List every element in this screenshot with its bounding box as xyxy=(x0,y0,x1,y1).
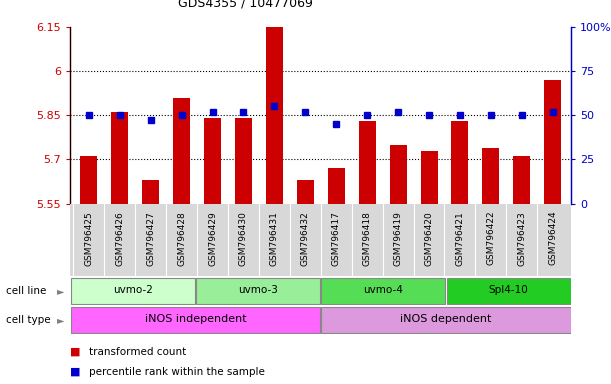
Text: uvmo-3: uvmo-3 xyxy=(238,285,278,295)
Text: cell line: cell line xyxy=(6,286,46,296)
Text: GSM796418: GSM796418 xyxy=(363,211,371,266)
Bar xyxy=(420,151,437,204)
Bar xyxy=(204,118,221,204)
Bar xyxy=(321,278,445,304)
Text: GDS4355 / 10477069: GDS4355 / 10477069 xyxy=(178,0,313,10)
Text: cell type: cell type xyxy=(6,314,51,325)
Bar xyxy=(544,80,562,204)
Bar xyxy=(173,98,190,204)
Bar xyxy=(71,307,320,333)
Text: transformed count: transformed count xyxy=(89,346,186,357)
Bar xyxy=(359,121,376,204)
Text: GSM796428: GSM796428 xyxy=(177,211,186,266)
Text: ■: ■ xyxy=(70,366,81,377)
Bar xyxy=(452,121,469,204)
Bar xyxy=(235,118,252,204)
Bar xyxy=(111,112,128,204)
Text: ■: ■ xyxy=(70,346,81,357)
Text: GSM796429: GSM796429 xyxy=(208,211,217,266)
Bar xyxy=(297,180,314,204)
Bar xyxy=(513,156,530,204)
Text: GSM796430: GSM796430 xyxy=(239,211,248,266)
Text: uvmo-2: uvmo-2 xyxy=(113,285,153,295)
Bar xyxy=(321,307,571,333)
Text: iNOS independent: iNOS independent xyxy=(145,314,246,324)
Bar xyxy=(196,278,320,304)
Bar xyxy=(327,168,345,204)
Text: percentile rank within the sample: percentile rank within the sample xyxy=(89,366,265,377)
Text: GSM796417: GSM796417 xyxy=(332,211,341,266)
Text: uvmo-4: uvmo-4 xyxy=(364,285,403,295)
Bar xyxy=(390,145,406,204)
Text: GSM796424: GSM796424 xyxy=(548,211,557,265)
Bar xyxy=(71,278,195,304)
Text: GSM796425: GSM796425 xyxy=(84,211,93,266)
Text: ►: ► xyxy=(57,314,64,325)
Bar xyxy=(447,278,571,304)
Text: GSM796427: GSM796427 xyxy=(146,211,155,266)
Text: GSM796422: GSM796422 xyxy=(486,211,496,265)
Text: Spl4-10: Spl4-10 xyxy=(489,285,529,295)
Text: iNOS dependent: iNOS dependent xyxy=(400,314,492,324)
Text: GSM796426: GSM796426 xyxy=(115,211,124,266)
Text: GSM796431: GSM796431 xyxy=(270,211,279,266)
Text: ►: ► xyxy=(57,286,64,296)
Text: GSM796421: GSM796421 xyxy=(455,211,464,266)
Text: GSM796423: GSM796423 xyxy=(518,211,526,266)
Text: GSM796419: GSM796419 xyxy=(393,211,403,266)
Text: GSM796432: GSM796432 xyxy=(301,211,310,266)
Bar xyxy=(142,180,159,204)
Bar xyxy=(482,147,499,204)
Text: GSM796420: GSM796420 xyxy=(425,211,434,266)
Bar xyxy=(266,27,283,204)
Bar xyxy=(80,156,97,204)
